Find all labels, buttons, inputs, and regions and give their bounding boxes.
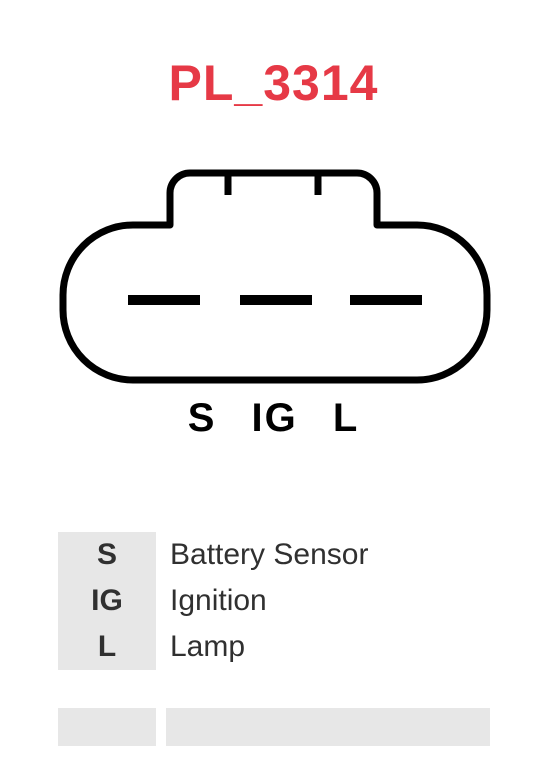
legend-key: L [58, 624, 156, 670]
part-title: PL_3314 [0, 54, 547, 112]
legend-value: Battery Sensor [156, 532, 490, 578]
connector-outline [63, 173, 487, 380]
pin-label-l: L [333, 396, 359, 441]
bottom-bar-right [166, 708, 490, 746]
legend-key: S [58, 532, 156, 578]
bottom-bar-left [58, 708, 156, 746]
pin-labels-row: S IG L [0, 396, 547, 441]
legend-row: S Battery Sensor [58, 532, 490, 578]
legend-value: Lamp [156, 624, 490, 670]
legend-table: S Battery Sensor IG Ignition L Lamp [58, 532, 490, 670]
pin-label-ig: IG [252, 396, 298, 441]
legend-value: Ignition [156, 578, 490, 624]
legend-row: IG Ignition [58, 578, 490, 624]
legend-row: L Lamp [58, 624, 490, 670]
bottom-bars [58, 708, 490, 746]
pin-label-s: S [188, 396, 217, 441]
legend-key: IG [58, 578, 156, 624]
